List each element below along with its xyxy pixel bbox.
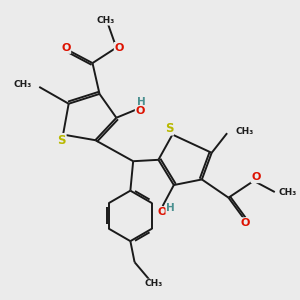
Text: CH₃: CH₃	[96, 16, 114, 25]
Text: CH₃: CH₃	[13, 80, 32, 89]
Text: O: O	[251, 172, 261, 182]
Text: S: S	[165, 122, 173, 135]
Text: O: O	[136, 106, 145, 116]
Text: S: S	[57, 134, 66, 147]
Text: O: O	[115, 43, 124, 53]
Text: CH₃: CH₃	[279, 188, 297, 196]
Text: O: O	[61, 43, 70, 53]
Text: CH₃: CH₃	[144, 279, 163, 288]
Text: CH₃: CH₃	[236, 127, 254, 136]
Text: H: H	[166, 203, 175, 213]
Text: O: O	[158, 207, 167, 217]
Text: H: H	[137, 97, 146, 107]
Text: O: O	[241, 218, 250, 228]
